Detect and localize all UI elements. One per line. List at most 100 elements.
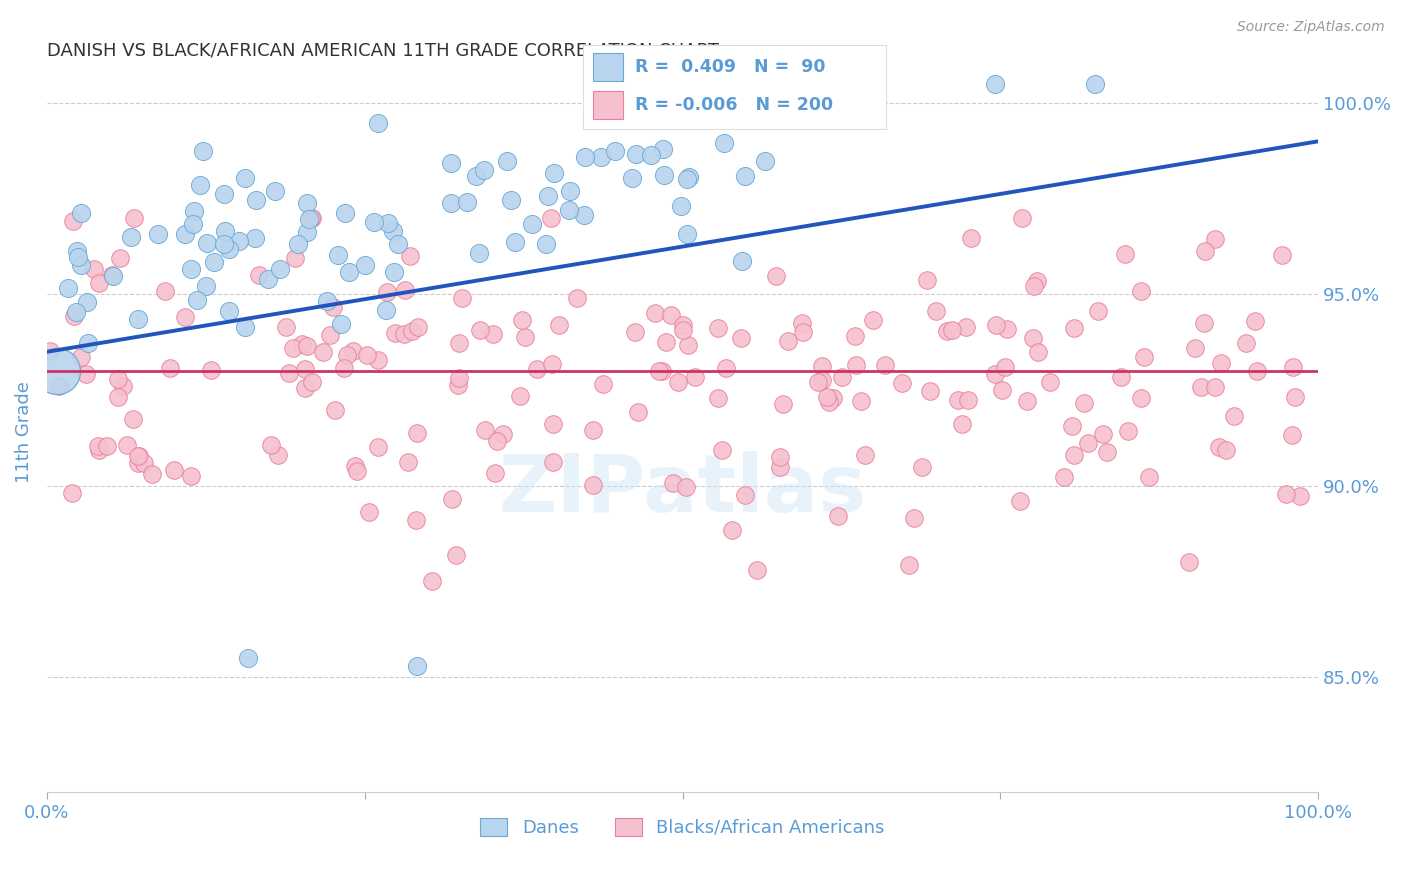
Point — [1184, 341, 1206, 355]
Point — [468, 245, 491, 260]
Point — [1024, 278, 1046, 293]
Point — [367, 440, 389, 454]
Point — [218, 242, 240, 256]
Point — [107, 372, 129, 386]
Point — [620, 171, 643, 186]
Point — [1281, 427, 1303, 442]
Point — [1192, 316, 1215, 330]
Point — [335, 206, 357, 220]
Point — [582, 477, 605, 491]
Point — [83, 261, 105, 276]
Point — [811, 359, 834, 374]
Point — [1275, 487, 1298, 501]
Point — [159, 361, 181, 376]
Point — [108, 251, 131, 265]
Point — [472, 163, 495, 178]
Point — [281, 341, 304, 355]
Point — [122, 211, 145, 225]
Point — [1243, 313, 1265, 327]
Point — [509, 389, 531, 403]
Point — [1087, 303, 1109, 318]
Point — [112, 379, 135, 393]
Point — [672, 318, 695, 332]
Point — [707, 391, 730, 405]
Point — [278, 366, 301, 380]
Point — [188, 178, 211, 192]
Point — [1008, 494, 1031, 508]
Point — [146, 227, 169, 241]
Point — [831, 370, 853, 384]
Point — [935, 324, 957, 338]
Point — [541, 455, 564, 469]
Point — [256, 272, 278, 286]
Point — [607, 80, 630, 95]
Point — [1052, 470, 1074, 484]
Point — [163, 462, 186, 476]
Point — [853, 448, 876, 462]
Point — [849, 394, 872, 409]
Point — [212, 236, 235, 251]
Point — [730, 331, 752, 345]
Point — [290, 337, 312, 351]
Point — [297, 196, 319, 211]
Point — [1284, 390, 1306, 404]
Point — [543, 166, 565, 180]
Point — [675, 480, 697, 494]
Point — [1234, 336, 1257, 351]
Point — [510, 313, 533, 327]
Point — [405, 513, 427, 527]
Point — [101, 268, 124, 283]
Point — [778, 334, 800, 348]
Point — [640, 148, 662, 162]
Point — [456, 195, 478, 210]
Point — [592, 376, 614, 391]
Point — [925, 304, 948, 318]
Point — [558, 185, 581, 199]
Point — [367, 353, 389, 368]
Point — [441, 491, 464, 506]
Point — [1084, 77, 1107, 91]
Point — [301, 211, 323, 225]
Point — [792, 325, 814, 339]
Point — [891, 376, 914, 390]
Point — [233, 319, 256, 334]
Point — [342, 344, 364, 359]
Point — [422, 574, 444, 589]
Point — [1026, 344, 1049, 359]
Point — [401, 324, 423, 338]
Point — [284, 251, 307, 265]
Point — [792, 316, 814, 330]
Point — [60, 486, 83, 500]
Point — [807, 376, 830, 390]
Point — [772, 397, 794, 411]
Point — [513, 330, 536, 344]
Point — [678, 169, 700, 184]
Point — [543, 417, 565, 431]
Point — [984, 318, 1007, 332]
Point — [534, 237, 557, 252]
Point — [1017, 394, 1039, 409]
Point — [557, 203, 579, 218]
Point — [956, 392, 979, 407]
Point — [903, 511, 925, 525]
Point — [844, 328, 866, 343]
Point — [75, 367, 97, 381]
Point — [1271, 247, 1294, 261]
Point — [485, 434, 508, 448]
Point — [540, 211, 562, 225]
Point — [960, 231, 983, 245]
Point — [89, 443, 111, 458]
Point — [1011, 211, 1033, 225]
Point — [730, 253, 752, 268]
Point — [127, 456, 149, 470]
Point — [520, 217, 543, 231]
Point — [298, 212, 321, 227]
Point — [367, 116, 389, 130]
Point — [754, 153, 776, 168]
Point — [1189, 380, 1212, 394]
Point — [948, 393, 970, 408]
Y-axis label: 11th Grade: 11th Grade — [15, 381, 32, 483]
Point — [323, 403, 346, 417]
Point — [247, 268, 270, 282]
Point — [1092, 427, 1115, 442]
